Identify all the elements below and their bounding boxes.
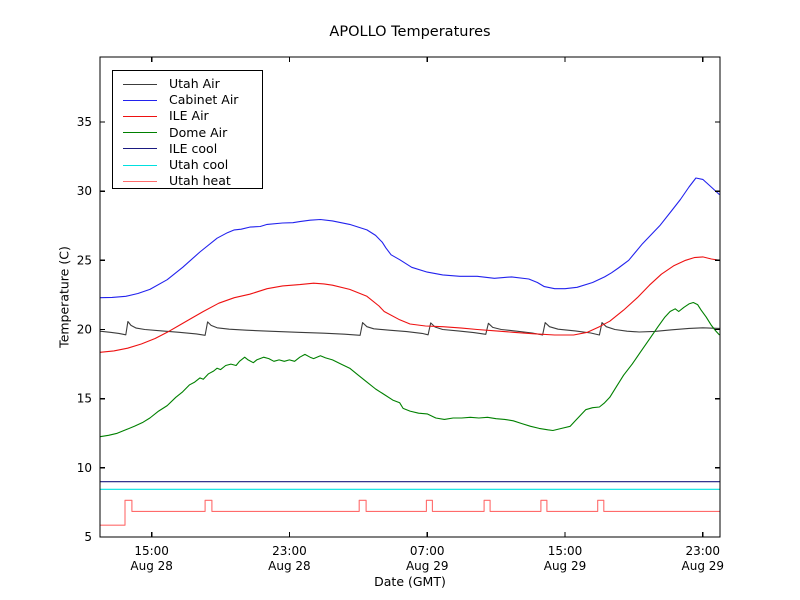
- legend-item-utah-heat: Utah heat: [113, 173, 262, 189]
- series-line-cabinet-air: [100, 177, 720, 299]
- series-line-utah-air: [100, 320, 720, 336]
- legend-item-utah-air: Utah Air: [113, 76, 262, 92]
- x-tick-time-label: 15:00: [548, 544, 583, 558]
- x-tick-date-label: Aug 28: [268, 559, 311, 573]
- y-tick-label: 5: [84, 530, 92, 544]
- x-tick-date-label: Aug 28: [130, 559, 173, 573]
- y-tick-label: 10: [77, 461, 92, 475]
- y-tick-label: 25: [77, 253, 92, 267]
- legend-label: Dome Air: [169, 124, 228, 140]
- legend-item-ile-cool: ILE cool: [113, 141, 262, 157]
- legend-label: Utah heat: [169, 173, 231, 189]
- legend-line-swatch: [123, 99, 157, 101]
- legend-line-swatch: [123, 180, 157, 182]
- legend-label: Utah cool: [169, 157, 229, 173]
- y-tick-label: 20: [77, 323, 92, 337]
- x-tick-time-label: 15:00: [134, 544, 169, 558]
- legend-line-swatch: [123, 148, 157, 150]
- series-line-utah-heat: [100, 499, 720, 526]
- x-tick-date-label: Aug 29: [682, 559, 725, 573]
- legend-label: Utah Air: [169, 76, 220, 92]
- y-tick-label: 30: [77, 184, 92, 198]
- series-line-ile-air: [100, 256, 720, 353]
- x-tick-date-label: Aug 29: [406, 559, 449, 573]
- series-line-dome-air: [100, 301, 720, 438]
- legend-item-utah-cool: Utah cool: [113, 157, 262, 173]
- legend-item-cabinet-air: Cabinet Air: [113, 92, 262, 108]
- legend-item-dome-air: Dome Air: [113, 125, 262, 141]
- plot-border: [99, 56, 721, 538]
- legend-label: ILE Air: [169, 108, 209, 124]
- legend-label: ILE cool: [169, 140, 218, 156]
- legend-line-swatch: [123, 83, 157, 85]
- x-tick-time-label: 07:00: [410, 544, 445, 558]
- x-tick-time-label: 23:00: [272, 544, 307, 558]
- legend: Utah Air Cabinet Air ILE Air Dome Air IL…: [112, 70, 263, 189]
- x-tick-time-label: 23:00: [685, 544, 720, 558]
- legend-line-swatch: [123, 164, 157, 166]
- chart-title: APOLLO Temperatures: [329, 24, 491, 40]
- y-axis-label: Temperature (C): [56, 246, 72, 348]
- y-tick-label: 15: [77, 392, 92, 406]
- legend-line-swatch: [123, 132, 157, 134]
- y-tick-label: 35: [77, 115, 92, 129]
- legend-item-ile-air: ILE Air: [113, 108, 262, 124]
- x-tick-date-label: Aug 29: [544, 559, 587, 573]
- legend-line-swatch: [123, 115, 157, 117]
- legend-label: Cabinet Air: [169, 92, 239, 108]
- x-axis-label: Date (GMT): [374, 574, 446, 589]
